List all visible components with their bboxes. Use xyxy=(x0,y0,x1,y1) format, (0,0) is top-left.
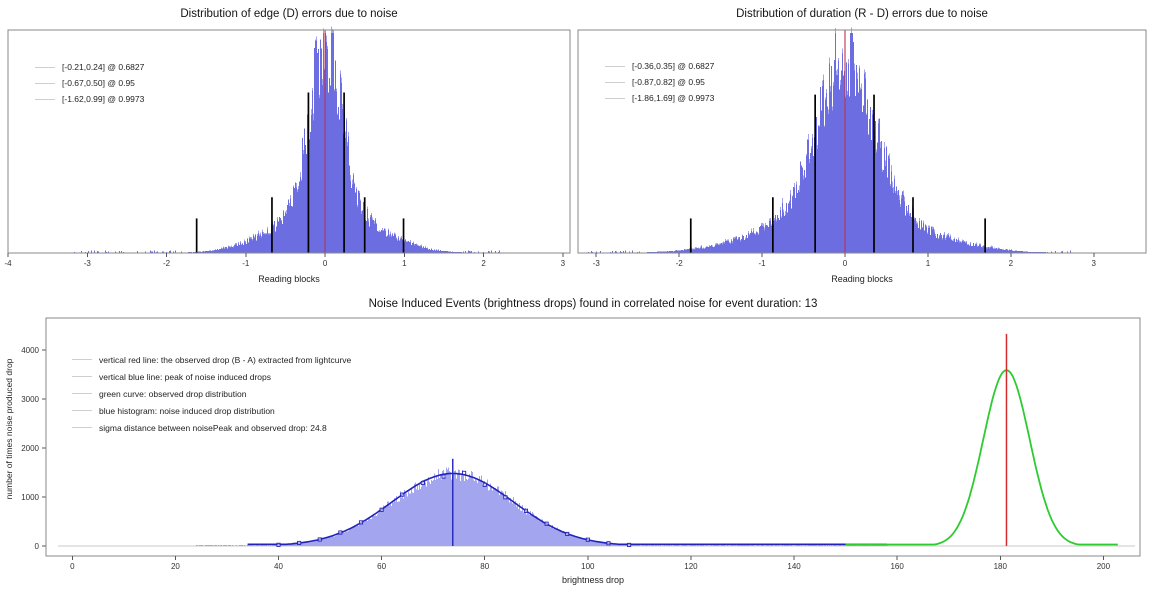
legend-label: [-0.21,0.24] @ 0.6827 xyxy=(62,62,145,72)
svg-text:140: 140 xyxy=(787,562,801,571)
svg-text:180: 180 xyxy=(994,562,1008,571)
noise-events-legend: vertical red line: the observed drop (B … xyxy=(72,351,351,436)
legend-label: [-0.87,0.82] @ 0.95 xyxy=(632,77,705,87)
legend-label: [-1.62,0.99] @ 0.9973 xyxy=(62,94,145,104)
noise-induced-events-chart: 0 1000 2000 3000 4000 0 20 40 60 80 100 120 140 160 18… xyxy=(21,317,1141,571)
svg-text:3000: 3000 xyxy=(21,395,39,404)
legend-item: [-0.36,0.35] @ 0.6827 xyxy=(605,58,714,74)
svg-text:-2: -2 xyxy=(163,259,171,268)
chart-noise-events-title: Noise Induced Events (brightness drops) … xyxy=(368,298,818,310)
svg-text:0: 0 xyxy=(843,259,848,268)
svg-text:1: 1 xyxy=(402,259,407,268)
duration-legend: [-0.36,0.35] @ 0.6827 [-0.87,0.82] @ 0.9… xyxy=(605,58,714,106)
noise-events-yaxis-label: number of times noise produced drop xyxy=(4,358,14,500)
svg-text:3: 3 xyxy=(1092,259,1097,268)
svg-text:20: 20 xyxy=(171,562,180,571)
svg-text:4000: 4000 xyxy=(21,346,39,355)
duration-errors-histogram: -3 -2 -1 0 1 2 3 xyxy=(577,27,1147,268)
svg-text:2000: 2000 xyxy=(21,444,39,453)
legend-label: [-0.36,0.35] @ 0.6827 xyxy=(632,61,715,71)
svg-text:-3: -3 xyxy=(593,259,601,268)
legend-key-line xyxy=(72,359,92,360)
legend-key-line xyxy=(72,376,92,377)
svg-text:-3: -3 xyxy=(84,259,92,268)
svg-text:80: 80 xyxy=(480,562,489,571)
svg-text:120: 120 xyxy=(684,562,698,571)
legend-label: [-1.86,1.69] @ 0.9973 xyxy=(632,93,715,103)
legend-key-line xyxy=(35,66,55,68)
legend-key-line xyxy=(605,65,625,67)
svg-text:2: 2 xyxy=(481,259,486,268)
noise-events-xaxis-label: brightness drop xyxy=(561,575,625,585)
svg-text:40: 40 xyxy=(274,562,283,571)
legend-label: blue histogram: noise induced drop distr… xyxy=(99,405,275,416)
edge-xaxis-label: Reading blocks xyxy=(258,274,320,284)
legend-key-line xyxy=(35,82,55,84)
svg-text:60: 60 xyxy=(377,562,386,571)
legend-label: sigma distance between noisePeak and obs… xyxy=(99,422,327,433)
legend-key-line xyxy=(72,410,92,411)
duration-xaxis-label: Reading blocks xyxy=(831,274,893,284)
legend-key-line xyxy=(605,97,625,99)
svg-text:160: 160 xyxy=(890,562,904,571)
legend-item: [-0.67,0.50] @ 0.95 xyxy=(35,75,144,91)
legend-item: vertical red line: the observed drop (B … xyxy=(72,351,351,368)
svg-text:-1: -1 xyxy=(242,259,250,268)
legend-item: blue histogram: noise induced drop distr… xyxy=(72,402,351,419)
svg-text:-1: -1 xyxy=(759,259,767,268)
legend-item: sigma distance between noisePeak and obs… xyxy=(72,419,351,436)
edge-errors-histogram: -4 -3 -2 -1 0 1 2 3 xyxy=(4,26,571,268)
svg-text:0: 0 xyxy=(323,259,328,268)
edge-legend: [-0.21,0.24] @ 0.6827 [-0.67,0.50] @ 0.9… xyxy=(35,59,144,107)
svg-text:1000: 1000 xyxy=(21,493,39,502)
legend-key-line xyxy=(35,98,55,100)
svg-text:3: 3 xyxy=(561,259,566,268)
svg-text:100: 100 xyxy=(581,562,595,571)
svg-text:-2: -2 xyxy=(676,259,684,268)
svg-text:0: 0 xyxy=(35,542,40,551)
svg-text:-4: -4 xyxy=(4,259,12,268)
legend-item: [-0.87,0.82] @ 0.95 xyxy=(605,74,714,90)
svg-text:0: 0 xyxy=(70,562,75,571)
legend-label: vertical red line: the observed drop (B … xyxy=(99,354,352,365)
legend-item: [-1.86,1.69] @ 0.9973 xyxy=(605,90,714,106)
legend-label: green curve: observed drop distribution xyxy=(99,388,247,399)
legend-key-line xyxy=(72,393,92,394)
legend-key-line xyxy=(605,81,625,83)
legend-item: green curve: observed drop distribution xyxy=(72,385,351,402)
legend-item: [-1.62,0.99] @ 0.9973 xyxy=(35,91,144,107)
legend-key-line xyxy=(72,427,92,428)
svg-text:1: 1 xyxy=(926,259,931,268)
chart-edge-title: Distribution of edge (D) errors due to n… xyxy=(180,8,398,20)
legend-item: [-0.21,0.24] @ 0.6827 xyxy=(35,59,144,75)
chart-duration-title: Distribution of duration (R - D) errors … xyxy=(736,8,988,20)
svg-text:200: 200 xyxy=(1097,562,1111,571)
legend-item: vertical blue line: peak of noise induce… xyxy=(72,368,351,385)
legend-label: [-0.67,0.50] @ 0.95 xyxy=(62,78,135,88)
svg-text:2: 2 xyxy=(1009,259,1014,268)
legend-label: vertical blue line: peak of noise induce… xyxy=(99,371,271,382)
